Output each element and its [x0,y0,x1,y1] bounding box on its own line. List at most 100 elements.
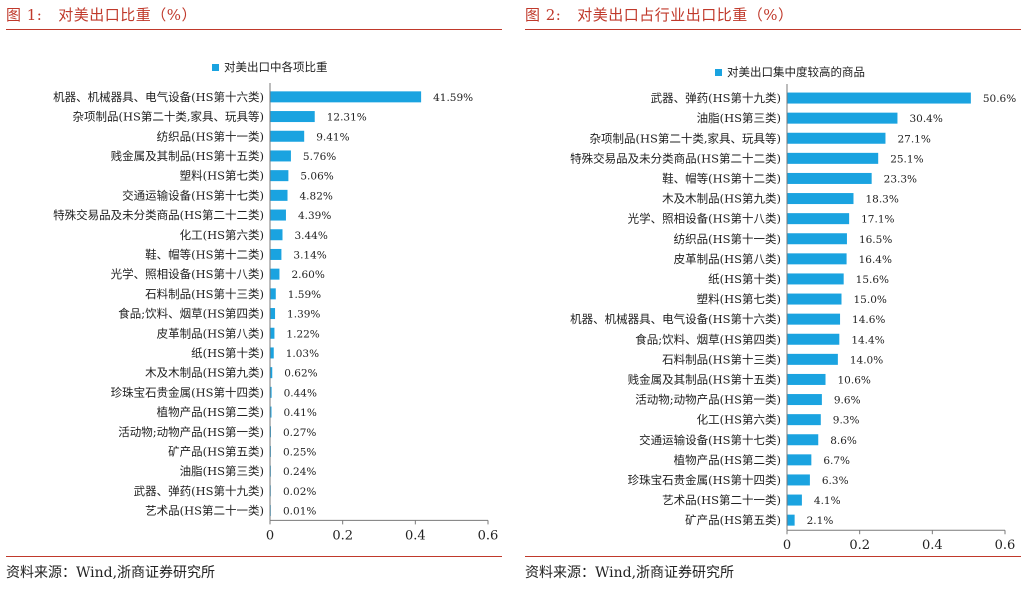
category-label: 木及木制品(HS第九类) [662,192,781,206]
legend-label: 对美出口集中度较高的商品 [727,65,865,79]
data-label: 2.1% [807,515,834,527]
data-label: 0.41% [283,407,316,419]
data-label: 15.6% [856,274,889,286]
bar [787,253,847,265]
x-tick-label: 0 [783,538,791,553]
figure-2-top-rule [525,29,1021,30]
category-label: 艺术品(HS第二十一类) [662,493,781,507]
data-label: 9.41% [316,131,349,143]
figure-2-panel: 图 2: 对美出口占行业出口比重（%） 对美出口集中度较高的商品武器、弹药(HS… [525,0,1021,593]
category-label: 交通运输设备(HS第十七类) [122,188,264,202]
bar [787,172,872,184]
category-label: 活动物;动物产品(HS第一类) [635,393,781,407]
bar [787,514,795,526]
category-label: 鞋、帽等(HS第十二类) [145,247,264,261]
data-label: 0.24% [283,466,316,478]
category-label: 塑料(HS第七类) [697,292,781,306]
data-label: 0.01% [283,506,316,518]
category-label: 化工(HS第六类) [697,413,781,427]
data-label: 1.03% [286,348,319,360]
category-label: 活动物;动物产品(HS第一类) [118,425,264,439]
bar [787,112,898,124]
data-label: 2.60% [291,269,324,281]
data-label: 14.0% [850,354,883,366]
category-label: 化工(HS第六类) [180,228,264,242]
category-label: 机器、机械器具、电气设备(HS第十六类) [570,312,781,326]
bar [270,170,289,182]
legend-label: 对美出口中各项比重 [224,60,328,74]
bar [270,288,276,300]
data-label: 15.0% [854,294,887,306]
category-label: 油脂(HS第三类) [697,111,781,125]
bar [787,494,802,506]
category-label: 杂项制品(HS第二十类,家具、玩具等) [72,110,264,124]
data-label: 17.1% [861,214,894,226]
bar [787,414,821,426]
data-label: 0.44% [284,387,317,399]
figure-2-heading: 对美出口占行业出口比重（%） [577,6,794,24]
data-label: 12.31% [327,112,367,124]
category-label: 贱金属及其制品(HS第十五类) [111,149,264,163]
data-label: 6.3% [822,475,849,487]
data-label: 4.1% [814,495,841,507]
data-label: 5.76% [303,151,336,163]
bar [270,130,305,142]
category-label: 纸(HS第十类) [708,272,781,286]
category-label: 矿产品(HS第五类) [685,513,781,527]
data-label: 0.25% [283,446,316,458]
bar [787,273,844,285]
category-label: 矿产品(HS第五类) [168,444,264,458]
bar [270,268,280,280]
data-label: 50.6% [983,93,1016,105]
figure-1-title: 图 1: 对美出口比重（%） [6,4,197,25]
category-label: 食品;饮料、烟草(HS第四类) [635,332,781,346]
figure-2-label: 图 2: [525,6,562,24]
data-label: 4.82% [300,190,333,202]
data-label: 27.1% [897,133,930,145]
category-label: 光学、照相设备(HS第十八类) [628,212,781,226]
bar [787,132,886,144]
data-label: 1.59% [288,289,321,301]
data-label: 6.7% [823,455,850,467]
data-label: 14.4% [851,334,884,346]
bar [270,386,272,398]
bar [787,313,841,325]
category-label: 光学、照相设备(HS第十八类) [111,267,264,281]
category-label: 武器、弹药(HS第十九类) [651,91,781,105]
figure-1-bottom-rule [6,556,502,557]
data-label: 16.4% [859,254,892,266]
category-label: 珍珠宝石贵金属(HS第十四类) [111,385,264,399]
x-tick-label: 0.4 [922,538,943,553]
bar [270,347,274,359]
data-label: 0.02% [283,486,316,498]
data-label: 4.39% [298,210,331,222]
category-label: 纺织品(HS第十一类) [674,232,781,246]
bar [270,229,283,241]
figure-2-bottom-rule [525,556,1021,557]
data-label: 3.14% [293,249,326,261]
bar [787,293,842,305]
category-label: 特殊交易品及未分类商品(HS第二十二类) [570,151,781,165]
data-label: 16.5% [859,234,892,246]
bar [787,474,810,486]
bar [787,394,822,406]
data-label: 23.3% [884,173,917,185]
data-label: 3.44% [294,230,327,242]
data-label: 41.59% [433,92,473,104]
category-label: 武器、弹药(HS第十九类) [134,484,264,498]
category-label: 塑料(HS第七类) [180,169,264,183]
bar [787,373,826,385]
bar [270,189,288,201]
category-label: 石料制品(HS第十三类) [145,287,264,301]
category-label: 石料制品(HS第十三类) [662,352,781,366]
bar [270,150,291,162]
figure-2-title: 图 2: 对美出口占行业出口比重（%） [525,4,793,25]
bar [270,367,273,379]
category-label: 特殊交易品及未分类商品(HS第二十二类) [53,208,264,222]
data-label: 14.6% [852,314,885,326]
bar [787,213,850,225]
figure-1-top-rule [6,29,502,30]
x-tick-label: 0 [266,528,274,543]
